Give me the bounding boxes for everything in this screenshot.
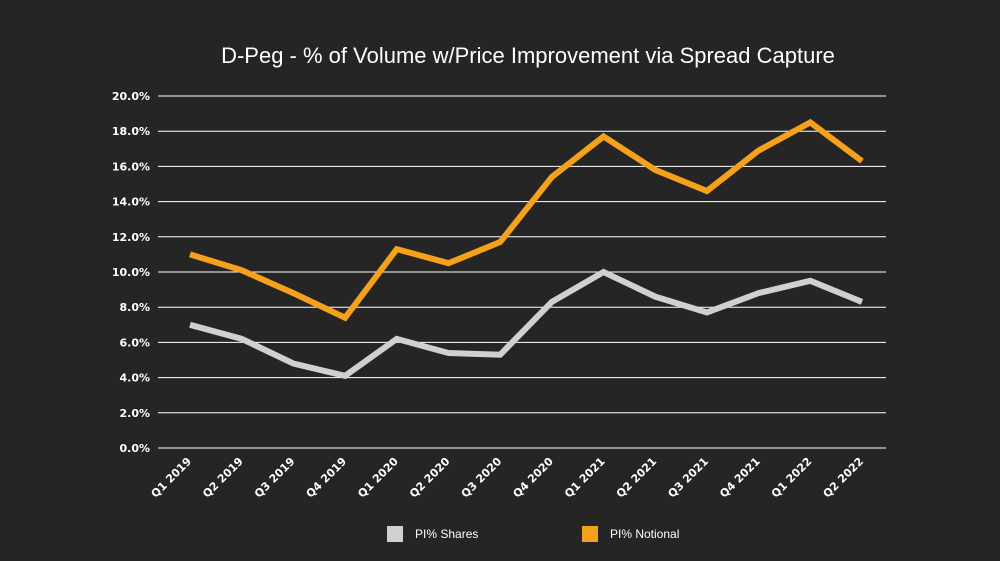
gridlines [158, 95, 886, 449]
y-tick-label: 2.0% [119, 407, 150, 420]
series-lines [189, 118, 864, 380]
legend-swatch [387, 526, 403, 542]
y-tick-label: 20.0% [112, 90, 150, 103]
y-tick-label: 8.0% [119, 301, 150, 314]
y-tick-label: 12.0% [112, 231, 150, 244]
y-tick-label: 10.0% [112, 266, 150, 279]
series-line-pi-shares [189, 268, 864, 380]
y-tick-label: 6.0% [119, 336, 150, 349]
y-tick-label: 14.0% [112, 196, 150, 209]
y-tick-label: 18.0% [112, 125, 150, 138]
chart-title: D-Peg - % of Volume w/Price Improvement … [221, 43, 835, 68]
legend-label: PI% Shares [415, 527, 478, 541]
y-tick-label: 0.0% [119, 442, 150, 455]
legend: PI% Shares PI% Notional [387, 526, 679, 542]
series-line-pi-notional [189, 118, 864, 322]
y-axis-ticks: 0.0% 2.0% 4.0% 6.0% 8.0% 10.0% 12.0% 14.0% 16.0%… [112, 90, 150, 455]
legend-swatch [582, 526, 598, 542]
y-tick-label: 16.0% [112, 160, 150, 173]
legend-label: PI% Notional [610, 527, 679, 541]
y-tick-label: 4.0% [119, 372, 150, 385]
